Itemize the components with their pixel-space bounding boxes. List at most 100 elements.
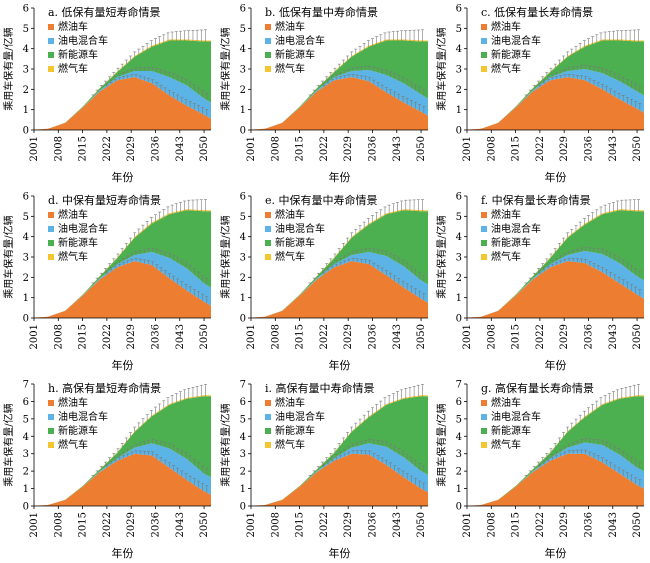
x-tick-label: 2001 (246, 324, 257, 349)
legend-swatch (265, 240, 271, 246)
y-tick-label: 4 (456, 232, 462, 243)
x-axis-label: 年份 (329, 170, 351, 184)
legend-label: 油电混合车 (58, 222, 108, 235)
legend-label: 新能源车 (491, 424, 531, 437)
x-tick-label: 2050 (632, 136, 643, 161)
y-tick-label: 6 (456, 4, 462, 15)
y-tick-label: 1 (240, 293, 246, 304)
y-tick-label: 3 (240, 449, 246, 460)
legend-label: 燃油车 (58, 20, 88, 33)
area-series-0 (34, 261, 211, 318)
y-tick-label: 2 (456, 273, 462, 284)
x-tick-label: 2015 (295, 324, 306, 349)
panel-title: e. 中保有量中寿命情景 (265, 193, 378, 207)
y-tick-label: 5 (456, 212, 462, 223)
x-tick-label: 2029 (343, 512, 354, 537)
y-axis-label: 乘用车保有量/亿辆 (435, 27, 448, 110)
area-series-1 (251, 443, 428, 506)
legend-label: 新能源车 (491, 236, 531, 249)
x-tick-label: 2029 (343, 324, 354, 349)
y-tick-label: 1 (456, 293, 462, 304)
panel-title: a. 低保有量短寿命情景 (48, 5, 161, 19)
error-bars (91, 384, 209, 493)
x-tick-label: 2008 (270, 512, 281, 537)
x-tick-label: 2050 (416, 512, 427, 537)
legend-label: 新能源车 (491, 48, 531, 61)
area-series-2 (467, 396, 644, 506)
x-tick-label: 2015 (511, 324, 522, 349)
y-tick-label: 5 (23, 414, 29, 425)
legend-label: 新能源车 (58, 48, 98, 61)
x-tick-label: 2050 (632, 512, 643, 537)
legend-label: 油电混合车 (275, 34, 325, 47)
area-series-1 (467, 250, 644, 318)
chart-panel-2: 0 1 2 3 4 5 6 2001 2008 2015 2022 2029 2036 2043 2050 年… (435, 4, 644, 184)
area-series-0 (34, 77, 211, 130)
axes (33, 384, 211, 507)
y-tick-label: 1 (23, 105, 29, 116)
y-tick-label: 3 (23, 253, 29, 264)
y-tick-label: 0 (240, 314, 246, 325)
x-axis-label: 年份 (329, 546, 351, 560)
y-tick-label: 0 (23, 314, 29, 325)
area-series-2 (251, 210, 428, 318)
chart-panel-4: 0 1 2 3 4 5 6 2001 2008 2015 2022 2029 2036 2043 2050 年… (219, 192, 428, 372)
x-tick-label: 2050 (199, 136, 210, 161)
legend-label: 燃气车 (275, 250, 305, 263)
legend-label: 新能源车 (275, 48, 315, 61)
area-series-2 (467, 40, 644, 130)
x-axis-label: 年份 (112, 358, 134, 372)
y-tick-label: 4 (23, 232, 29, 243)
legend-swatch (265, 442, 271, 448)
x-tick-label: 2029 (559, 136, 570, 161)
legend-swatch (481, 442, 487, 448)
x-tick-label: 2015 (78, 512, 89, 537)
y-tick-label: 0 (456, 502, 462, 513)
x-tick-label: 2001 (246, 136, 257, 161)
y-tick-label: 0 (23, 502, 29, 513)
legend-label: 油电混合车 (275, 222, 325, 235)
legend-label: 油电混合车 (491, 34, 541, 47)
y-tick-label: 3 (456, 65, 462, 76)
legend-swatch (265, 24, 271, 30)
y-tick-label: 2 (240, 273, 246, 284)
y-tick-label: 3 (240, 253, 246, 264)
legend-swatch (265, 428, 271, 434)
x-tick-label: 2022 (102, 324, 113, 349)
legend-label: 燃气车 (275, 62, 305, 75)
y-tick-label: 2 (240, 85, 246, 96)
chart-panel-1: 0 1 2 3 4 5 6 2001 2008 2015 2022 2029 2036 2043 2050 年… (219, 4, 428, 184)
area-series-1 (467, 442, 644, 506)
x-tick-label: 2043 (608, 324, 619, 349)
x-tick-label: 2001 (29, 512, 40, 537)
x-tick-label: 2001 (246, 512, 257, 537)
x-tick-label: 2022 (535, 512, 546, 537)
y-tick-label: 2 (23, 273, 29, 284)
legend-swatch (48, 254, 54, 260)
y-tick-label: 6 (240, 192, 246, 203)
panel-title: i. 高保有量中寿命情景 (265, 381, 375, 395)
panel-title: f. 中保有量长寿命情景 (481, 193, 591, 207)
error-bars (91, 29, 209, 117)
chart-panel-7: 0 1 2 3 4 5 6 7 2001 2008 2015 2022 2029 2036 2043 2050… (219, 380, 428, 560)
x-tick-label: 2043 (392, 136, 403, 161)
legend-swatch (48, 226, 54, 232)
x-tick-label: 2043 (392, 324, 403, 349)
x-tick-label: 2029 (126, 136, 137, 161)
y-tick-label: 3 (456, 449, 462, 460)
x-tick-label: 2029 (126, 324, 137, 349)
x-tick-label: 2015 (511, 512, 522, 537)
chart-panel-8: 0 1 2 3 4 5 6 7 2001 2008 2015 2022 2029 2036 2043 2050… (435, 380, 644, 560)
y-tick-label: 5 (23, 212, 29, 223)
x-tick-label: 2036 (583, 512, 594, 537)
legend-swatch (48, 414, 54, 420)
legend-label: 燃气车 (58, 250, 88, 263)
legend-label: 新能源车 (275, 424, 315, 437)
x-tick-label: 2001 (29, 136, 40, 161)
y-tick-label: 4 (456, 432, 462, 443)
panel-title: d. 中保有量短寿命情景 (48, 193, 161, 207)
x-tick-label: 2050 (416, 136, 427, 161)
x-tick-label: 2008 (53, 512, 64, 537)
